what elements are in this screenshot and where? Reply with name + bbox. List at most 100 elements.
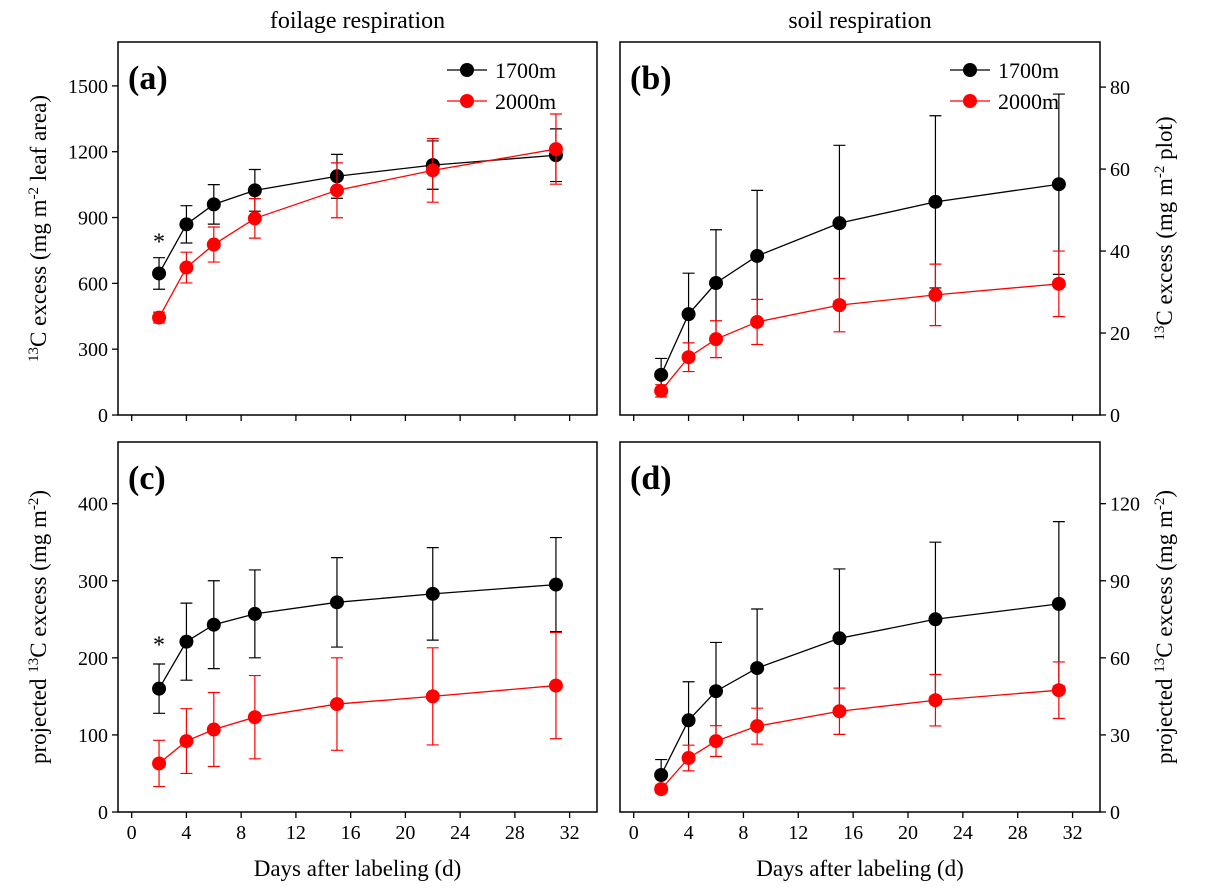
x-tick-label: 8: [236, 822, 246, 844]
data-point: [152, 266, 167, 281]
data-point: [681, 751, 696, 766]
data-point: [179, 260, 194, 275]
y-axis-label: 13C excess (mg m-2 plot): [1152, 116, 1177, 340]
y-tick-label: 300: [78, 571, 108, 593]
data-point: [928, 194, 943, 209]
y-axis-label-part: -2: [1152, 166, 1168, 179]
y-tick-label: 0: [98, 802, 108, 824]
data-point: [1051, 276, 1066, 291]
y-axis-label-part: -2: [26, 498, 42, 511]
x-tick-label: 0: [629, 822, 639, 844]
data-point: [832, 704, 847, 719]
data-point: [928, 287, 943, 302]
legend-marker: [963, 94, 977, 108]
panel-title: soil respiration: [788, 8, 931, 34]
data-point: [179, 217, 194, 232]
x-tick-label: 12: [286, 822, 306, 844]
panel-title: foilage respiration: [270, 8, 445, 34]
data-point: [548, 577, 563, 592]
series-line: [158, 154, 556, 274]
annotation: *: [153, 632, 165, 658]
y-axis-label-part: C excess (mg m: [26, 199, 51, 347]
data-point: [1051, 177, 1066, 192]
data-point: [681, 350, 696, 365]
x-tick-label: 20: [898, 822, 918, 844]
data-point: [329, 183, 344, 198]
y-axis-label-part: -2: [26, 187, 42, 200]
y-axis-label-part: leaf area): [26, 95, 51, 187]
y-axis-label-part: 13: [1152, 658, 1168, 673]
y-tick-label: 0: [1110, 405, 1120, 427]
data-point: [709, 734, 723, 749]
data-point: [1051, 683, 1066, 698]
data-point: [709, 684, 723, 699]
x-axis-label: Days after labeling (d): [254, 856, 462, 881]
plot-frame: [117, 441, 598, 813]
data-point: [425, 586, 440, 601]
y-tick-label: 900: [78, 208, 108, 230]
x-tick-label: 32: [560, 822, 580, 844]
x-tick-label: 12: [788, 822, 808, 844]
y-axis-label-part: projected: [26, 673, 51, 764]
data-point: [832, 631, 847, 646]
panel-label: (a): [128, 60, 168, 97]
y-axis-label-part: 13: [26, 658, 42, 673]
data-point: [247, 606, 262, 621]
legend-label: 2000m: [998, 89, 1059, 114]
data-point: [152, 756, 167, 771]
y-tick-label: 20: [1110, 323, 1130, 345]
y-tick-label: 100: [78, 725, 108, 747]
annotation: *: [153, 229, 165, 255]
data-point: [425, 163, 440, 178]
data-point: [247, 211, 262, 226]
y-tick-label: 80: [1110, 77, 1130, 99]
data-point: [179, 634, 194, 649]
y-axis-label-part: 13: [1152, 326, 1168, 341]
y-axis-label-part: C excess (mg m: [1152, 510, 1177, 658]
data-point: [928, 612, 943, 627]
data-point: [654, 383, 669, 398]
x-tick-label: 8: [738, 822, 748, 844]
data-point: [750, 248, 765, 263]
x-tick-label: 20: [395, 822, 415, 844]
y-axis-label-part: 13: [26, 347, 42, 362]
data-point: [681, 307, 696, 322]
data-point: [206, 722, 221, 737]
x-axis-label: Days after labeling (d): [756, 856, 964, 881]
data-point: [206, 237, 221, 252]
x-tick-label: 28: [505, 822, 525, 844]
data-point: [750, 719, 765, 734]
y-tick-label: 200: [78, 648, 108, 670]
data-point: [329, 595, 344, 610]
x-tick-label: 24: [450, 822, 470, 844]
data-point: [329, 697, 344, 712]
data-point: [654, 782, 669, 797]
data-point: [750, 314, 765, 329]
y-tick-label: 120: [1110, 494, 1140, 516]
y-tick-label: 1200: [68, 142, 108, 164]
data-point: [206, 617, 221, 632]
plot-frame: [619, 441, 1101, 813]
data-point: [654, 367, 669, 382]
x-tick-label: 32: [1063, 822, 1083, 844]
x-tick-label: 4: [181, 822, 191, 844]
y-axis-label: projected 13C excess (mg m-2): [26, 490, 51, 764]
data-point: [709, 276, 723, 291]
series-line: [158, 583, 556, 689]
y-tick-label: 30: [1110, 725, 1130, 747]
data-point: [832, 298, 847, 313]
y-tick-label: 60: [1110, 159, 1130, 181]
y-tick-label: 0: [1110, 802, 1120, 824]
y-axis-label-part: ): [26, 490, 51, 498]
data-point: [152, 681, 167, 696]
x-tick-label: 16: [341, 822, 361, 844]
y-tick-label: 0: [98, 405, 108, 427]
y-axis-label: projected 13C excess (mg m-2): [1152, 490, 1177, 764]
y-tick-label: 400: [78, 494, 108, 516]
y-tick-label: 300: [78, 339, 108, 361]
data-point: [152, 310, 167, 325]
y-tick-label: 90: [1110, 571, 1130, 593]
data-point: [247, 710, 262, 725]
x-tick-label: 24: [953, 822, 973, 844]
legend-label: 2000m: [495, 89, 556, 114]
